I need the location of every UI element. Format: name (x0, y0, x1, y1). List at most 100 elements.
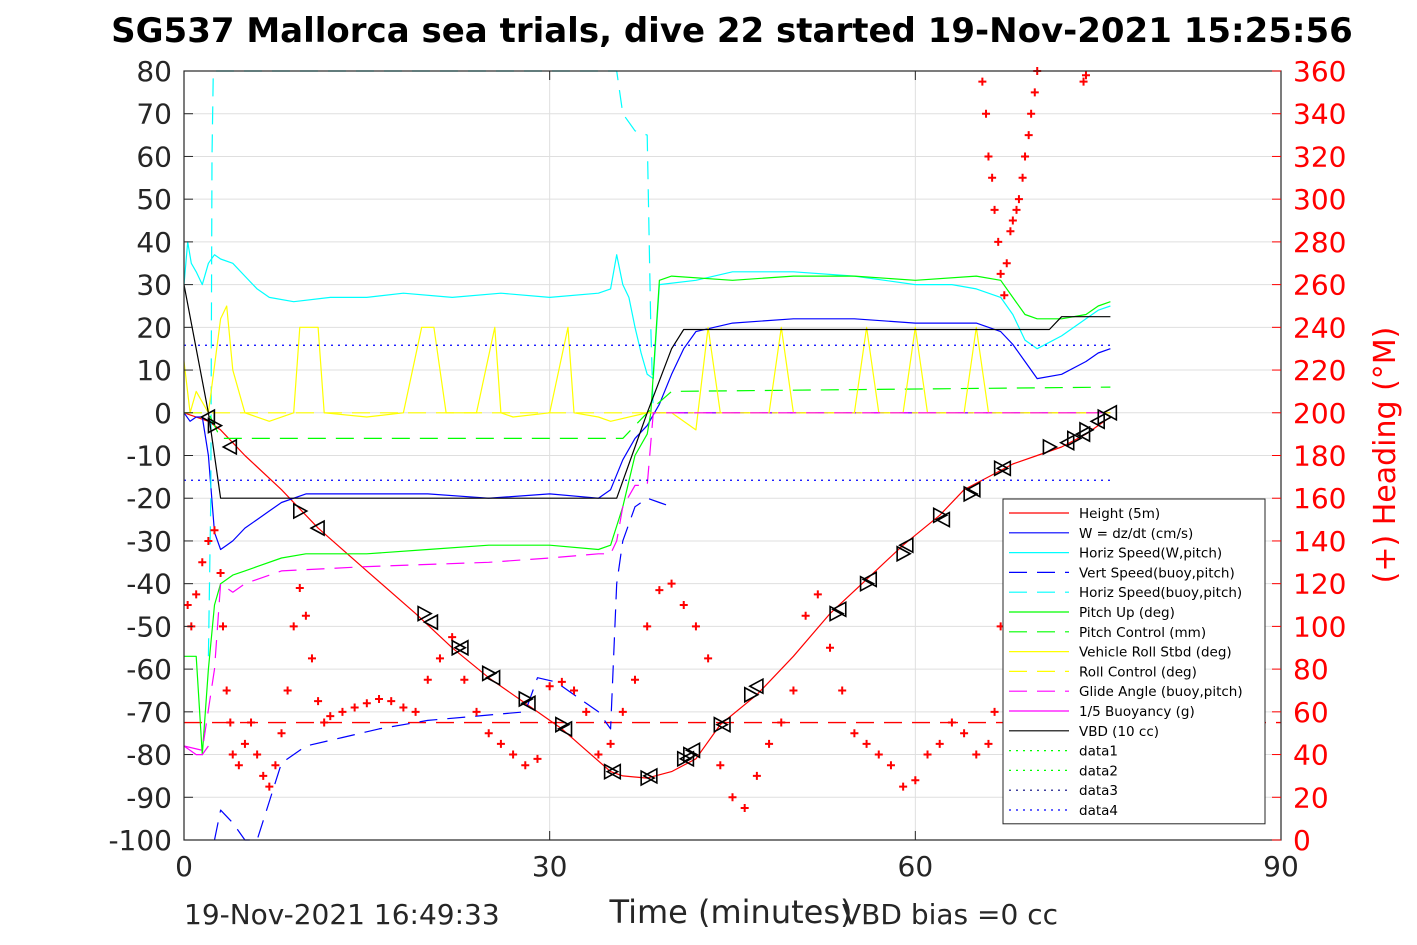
heading-marker (740, 803, 749, 812)
heading-marker (277, 729, 286, 738)
height-marker (713, 716, 729, 733)
heading-marker (435, 654, 444, 663)
series-line-1-5-buoyancy-g- (183, 745, 209, 756)
y-tick-label-left: 50 (136, 183, 172, 216)
heading-marker (198, 558, 207, 567)
chart-title: SG537 Mallorca sea trials, dive 22 start… (111, 11, 1353, 51)
heading-marker (679, 601, 688, 610)
heading-marker (655, 586, 664, 595)
heading-marker (691, 622, 700, 631)
y-tick-label-left: 70 (136, 98, 172, 131)
y-tick-label-left: -100 (108, 824, 172, 857)
heading-marker (960, 729, 969, 738)
heading-marker (978, 77, 987, 86)
height-marker (1042, 438, 1059, 456)
heading-marker (375, 695, 384, 704)
legend-label: Horiz Speed(W,pitch) (1079, 546, 1222, 562)
heading-marker (996, 269, 1005, 278)
height-marker (963, 485, 979, 503)
heading-marker (1012, 205, 1021, 214)
y-tick-label-left: -10 (126, 440, 172, 473)
height-marker (859, 575, 876, 593)
heading-marker (557, 677, 566, 686)
heading-marker (326, 712, 335, 721)
heading-marker (399, 703, 408, 712)
heading-marker (838, 686, 847, 695)
y-tick-label-right: 140 (1293, 525, 1346, 558)
series-line-pitch-control-mm- (184, 386, 1111, 439)
y-tick-label-right: 320 (1293, 140, 1346, 173)
heading-marker (716, 761, 725, 770)
y-tick-label-left: 40 (136, 226, 172, 259)
y-tick-label-right: 300 (1293, 183, 1346, 216)
legend-label: data4 (1079, 803, 1118, 819)
heading-marker (1081, 71, 1090, 80)
heading-marker (862, 739, 871, 748)
heading-marker (1000, 291, 1009, 300)
y-tick-label-right: 200 (1293, 397, 1346, 430)
height-marker (932, 506, 949, 524)
footer-vbd-bias: VBD bias =0 cc (842, 898, 1058, 931)
heading-marker (411, 707, 420, 716)
heading-marker (982, 109, 991, 118)
height-marker (207, 417, 224, 434)
y-tick-label-left: -60 (126, 653, 172, 686)
heading-marker (259, 771, 268, 780)
height-marker (453, 639, 469, 657)
height-marker (518, 690, 534, 708)
heading-marker (234, 761, 243, 770)
heading-marker (1030, 88, 1039, 97)
height-marker (715, 716, 731, 733)
y-tick-label-left: -80 (126, 739, 172, 772)
legend-label: VBD (10 cc) (1079, 724, 1159, 740)
height-marker (748, 677, 764, 695)
heading-marker (728, 793, 737, 802)
heading-marker (216, 568, 225, 577)
y-tick-label-right: 100 (1293, 610, 1346, 643)
height-marker (417, 605, 433, 622)
height-marker (965, 481, 981, 499)
y-tick-label-right: 120 (1293, 568, 1346, 601)
heading-marker (283, 686, 292, 695)
y-tick-label-left: -40 (126, 568, 172, 601)
height-marker (520, 694, 536, 712)
height-marker (896, 545, 912, 563)
y-tick-label-left: -90 (126, 781, 172, 814)
heading-marker (935, 739, 944, 748)
heading-marker (472, 707, 481, 716)
heading-marker (1002, 259, 1011, 268)
heading-marker (643, 622, 652, 631)
x-tick-label: 30 (532, 850, 568, 883)
heading-marker (484, 729, 493, 738)
series-line-vert-speed-buoy-pitch- (213, 497, 672, 841)
legend-label: data2 (1079, 763, 1118, 779)
heading-marker (192, 590, 201, 599)
legend-label: Vert Speed(buoy,pitch) (1079, 565, 1235, 581)
heading-marker (765, 739, 774, 748)
height-marker (743, 686, 760, 704)
heading-marker (183, 601, 192, 610)
legend-label: Height (5m) (1079, 506, 1160, 522)
height-marker (309, 519, 325, 537)
heading-marker (307, 654, 316, 663)
heading-marker (240, 739, 249, 748)
legend-label: Glide Angle (buoy,pitch) (1079, 684, 1243, 700)
y-tick-label-left: -20 (126, 482, 172, 515)
legend-label: Pitch Control (mm) (1079, 625, 1206, 641)
heading-marker (911, 776, 920, 785)
height-marker (556, 720, 573, 738)
heading-marker (988, 173, 997, 182)
heading-marker (618, 707, 627, 716)
heading-marker (777, 718, 786, 727)
y-tick-label-left: -30 (126, 525, 172, 558)
y-tick-label-right: 240 (1293, 311, 1346, 344)
heading-marker (667, 579, 676, 588)
height-marker (1079, 421, 1095, 439)
height-marker (831, 600, 847, 618)
heading-marker (984, 739, 993, 748)
height-marker (684, 741, 701, 759)
heading-marker (496, 739, 505, 748)
heading-marker (789, 686, 798, 695)
x-tick-label: 0 (175, 850, 193, 883)
heading-marker (630, 675, 639, 684)
